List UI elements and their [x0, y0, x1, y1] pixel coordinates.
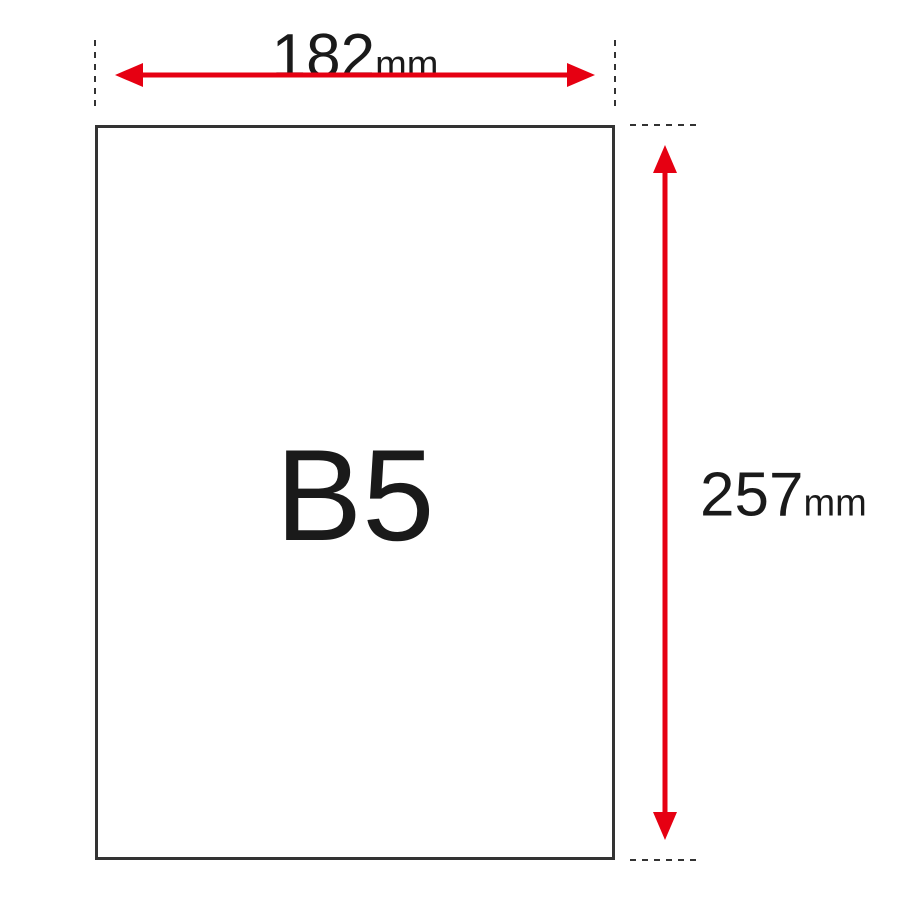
width-unit: mm — [375, 44, 438, 86]
diagram-canvas: B5 182mm 257mm — [0, 0, 900, 900]
paper-size-text: B5 — [275, 422, 434, 568]
paper-size-label: B5 — [275, 420, 434, 570]
height-dimension-label: 257mm — [700, 460, 867, 531]
width-value: 182 — [272, 22, 375, 91]
height-value: 257 — [700, 461, 803, 530]
height-unit: mm — [803, 483, 866, 525]
width-dimension-label: 182mm — [272, 21, 439, 92]
